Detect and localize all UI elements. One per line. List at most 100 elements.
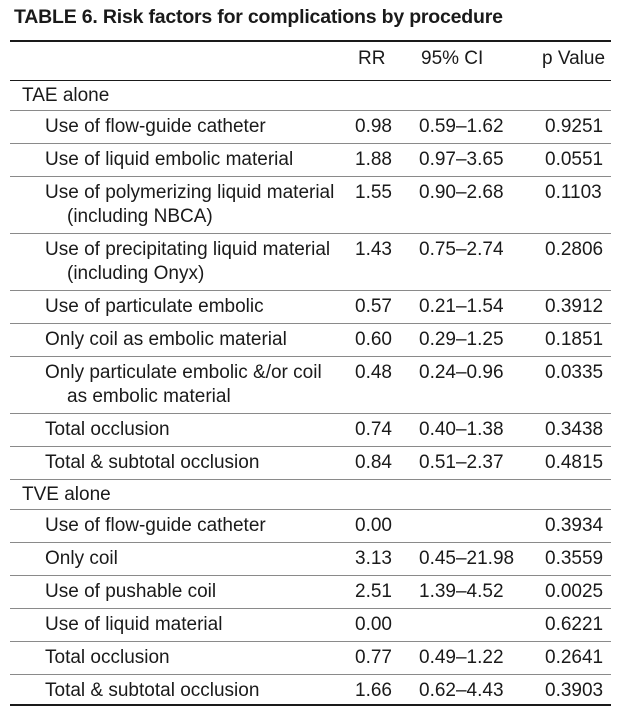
ci-cell: 0.51–2.37 bbox=[407, 446, 528, 480]
rr-cell: 2.51 bbox=[343, 575, 407, 609]
p-value-cell: 0.9251 bbox=[528, 110, 611, 144]
risk-factor-cell: Total occlusion bbox=[10, 641, 343, 675]
risk-factor-text-continued: as embolic material bbox=[67, 385, 231, 407]
table-row: Use of liquid embolic material 1.88 0.97–3… bbox=[10, 143, 611, 177]
risk-factor-cell: Use of flow-guide catheter bbox=[10, 110, 343, 144]
risk-factor-cell: Use of particulate embolic bbox=[10, 290, 343, 324]
p-value-cell: 0.4815 bbox=[528, 446, 611, 480]
ci-cell: 0.49–1.22 bbox=[407, 641, 528, 675]
ci-cell: 0.45–21.98 bbox=[407, 542, 528, 576]
risk-factor-text: Use of precipitating liquid material bbox=[45, 238, 331, 260]
ci-cell bbox=[407, 608, 528, 642]
section-row: TAE alone bbox=[10, 80, 611, 111]
rr-cell: 0.00 bbox=[343, 509, 407, 543]
column-header-ci: 95% CI bbox=[407, 42, 528, 81]
rr-cell: 0.84 bbox=[343, 446, 407, 480]
risk-factor-cell: Use of precipitating liquid material (inc… bbox=[10, 233, 343, 291]
risk-factor-text: Only coil as embolic material bbox=[45, 328, 287, 350]
section-label: TVE alone bbox=[10, 479, 611, 510]
table-row: Use of flow-guide catheter 0.98 0.59–1.62 0… bbox=[10, 110, 611, 144]
ci-cell: 0.21–1.54 bbox=[407, 290, 528, 324]
table-row: Use of precipitating liquid material (inc… bbox=[10, 233, 611, 291]
p-value-cell: 0.3903 bbox=[545, 679, 604, 701]
table-row: Use of pushable coil 2.51 1.39–4.52 0.0025 bbox=[10, 575, 611, 609]
ci-cell: 0.97–3.65 bbox=[407, 143, 528, 177]
rr-cell: 3.13 bbox=[343, 542, 407, 576]
p-value-cell: 0.0551 bbox=[528, 143, 611, 177]
risk-factor-cell: Use of liquid material bbox=[10, 608, 343, 642]
table-row: Only coil as embolic material 0.60 0.29–1.… bbox=[10, 323, 611, 357]
ci-cell bbox=[407, 509, 528, 543]
p-value-cell: 0.2806 bbox=[528, 233, 611, 291]
rr-cell: 1.43 bbox=[343, 233, 407, 291]
p-value-cell: 0.2641 bbox=[528, 641, 611, 675]
rr-cell: 0.74 bbox=[343, 413, 407, 447]
risk-factor-text: Total & subtotal occlusion bbox=[45, 679, 260, 701]
ci-cell: 0.75–2.74 bbox=[407, 233, 528, 291]
risk-factor-text: Only coil bbox=[45, 547, 118, 569]
column-header-factor bbox=[10, 42, 343, 81]
section-label: TAE alone bbox=[10, 80, 611, 111]
ci-cell: 0.90–2.68 bbox=[407, 176, 528, 234]
table-row: Total & subtotal occlusion 1.66 0.62–4.43 0… bbox=[10, 674, 611, 707]
p-value-cell: 0.1851 bbox=[528, 323, 611, 357]
risk-factor-text: Use of liquid embolic material bbox=[45, 148, 294, 170]
risk-factor-text-continued: (including NBCA) bbox=[67, 205, 213, 227]
risk-factor-text-continued: (including Onyx) bbox=[67, 262, 205, 284]
ci-cell: 1.39–4.52 bbox=[407, 575, 528, 609]
risk-factor-text: Total & subtotal occlusion bbox=[45, 451, 260, 473]
risk-factor-cell: Only coil bbox=[10, 542, 343, 576]
column-header-rr: RR bbox=[343, 42, 407, 81]
p-value-cell: 0.0335 bbox=[528, 356, 611, 414]
risk-factor-cell: Use of polymerizing liquid material (incl… bbox=[10, 176, 343, 234]
p-value-cell: 0.6221 bbox=[528, 608, 611, 642]
table-top-rule bbox=[10, 40, 611, 42]
p-value-cell: 0.0025 bbox=[528, 575, 611, 609]
table-row: Use of particulate embolic 0.57 0.21–1.54 0… bbox=[10, 290, 611, 324]
p-value-cell: 0.3934 bbox=[528, 509, 611, 543]
risk-factor-cell: Total & subtotal occlusion bbox=[10, 674, 343, 707]
risk-factors-table: RR 95% CI p Value TAE alone Use of flow-g… bbox=[10, 42, 611, 707]
table-row: Total occlusion 0.77 0.49–1.22 0.2641 bbox=[10, 641, 611, 675]
p-value-cell: 0.3438 bbox=[528, 413, 611, 447]
table-row: Total occlusion 0.74 0.40–1.38 0.3438 bbox=[10, 413, 611, 447]
rr-cell: 0.00 bbox=[343, 608, 407, 642]
ci-cell: 0.62–4.43 bbox=[419, 679, 504, 701]
risk-factor-cell: Use of flow-guide catheter bbox=[10, 509, 343, 543]
table-bottom-rule bbox=[10, 704, 611, 706]
rr-cell: 0.98 bbox=[343, 110, 407, 144]
risk-factor-text: Only particulate embolic &/or coil bbox=[45, 361, 322, 383]
rr-cell: 1.88 bbox=[343, 143, 407, 177]
risk-factor-text: Total occlusion bbox=[45, 418, 170, 440]
risk-factor-text: Use of pushable coil bbox=[45, 580, 217, 602]
risk-factor-cell: Only coil as embolic material bbox=[10, 323, 343, 357]
risk-factor-cell: Use of pushable coil bbox=[10, 575, 343, 609]
ci-cell: 0.29–1.25 bbox=[407, 323, 528, 357]
table-row: Use of liquid material 0.00 0.6221 bbox=[10, 608, 611, 642]
ci-cell: 0.24–0.96 bbox=[407, 356, 528, 414]
table-row: Only particulate embolic &/or coil as emb… bbox=[10, 356, 611, 414]
rr-cell: 0.48 bbox=[343, 356, 407, 414]
rr-cell: 1.55 bbox=[343, 176, 407, 234]
table-row: Use of polymerizing liquid material (incl… bbox=[10, 176, 611, 234]
rr-cell: 0.60 bbox=[343, 323, 407, 357]
column-header-p-value: p Value bbox=[528, 42, 611, 81]
rr-cell: 1.66 bbox=[355, 679, 392, 701]
risk-factor-cell: Total & subtotal occlusion bbox=[10, 446, 343, 480]
table-header-row: RR 95% CI p Value bbox=[10, 42, 611, 81]
table-row: Only coil 3.13 0.45–21.98 0.3559 bbox=[10, 542, 611, 576]
table-title: TABLE 6. Risk factors for complications … bbox=[14, 6, 503, 28]
p-value-cell: 0.3559 bbox=[528, 542, 611, 576]
risk-factor-text: Use of particulate embolic bbox=[45, 295, 264, 317]
p-value-cell: 0.3912 bbox=[528, 290, 611, 324]
risk-factor-text: Use of flow-guide catheter bbox=[45, 514, 266, 536]
risk-factor-cell: Only particulate embolic &/or coil as emb… bbox=[10, 356, 343, 414]
risk-factor-cell: Total occlusion bbox=[10, 413, 343, 447]
risk-factor-text: Total occlusion bbox=[45, 646, 170, 668]
risk-factor-text: Use of liquid material bbox=[45, 613, 223, 635]
risk-factor-text: Use of flow-guide catheter bbox=[45, 115, 266, 137]
risk-factor-text: Use of polymerizing liquid material bbox=[45, 181, 335, 203]
section-row: TVE alone bbox=[10, 479, 611, 510]
ci-cell: 0.59–1.62 bbox=[407, 110, 528, 144]
risk-factor-cell: Use of liquid embolic material bbox=[10, 143, 343, 177]
